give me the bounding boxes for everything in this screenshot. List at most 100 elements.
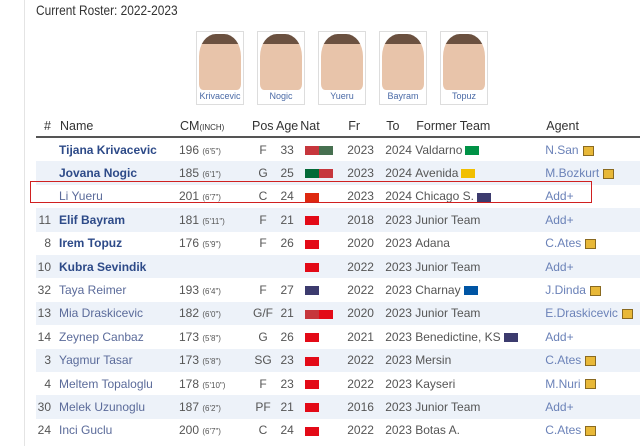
agent-link[interactable]: Add+: [545, 254, 640, 279]
player-name-link[interactable]: Zeynep Canbaz: [59, 329, 144, 344]
col-cm[interactable]: CM(INCH): [179, 116, 251, 138]
content-border: [24, 0, 25, 446]
edit-icon[interactable]: [585, 239, 597, 250]
player-name-link[interactable]: Melek Uzunoglu: [59, 395, 179, 419]
nationality: [299, 301, 348, 326]
col-agent[interactable]: Agent: [545, 116, 640, 138]
player-name-link[interactable]: Jovana Nogic: [59, 161, 179, 185]
player-number: 8: [44, 236, 51, 251]
from-year: 2023: [347, 161, 386, 185]
player-photo[interactable]: Yueru: [318, 31, 366, 105]
player-photo-caption[interactable]: Yueru: [330, 91, 354, 101]
col-name[interactable]: Name: [59, 116, 179, 138]
height-cell: 201 (6'7"): [179, 189, 221, 204]
former-team[interactable]: Charnay: [415, 278, 545, 301]
flag-icon: [305, 262, 320, 272]
player-number: [36, 161, 59, 185]
table-row: Li Yueru 201 (6'7") C 24 2023 2024 Chica…: [36, 185, 640, 208]
former-team[interactable]: Benedictine, KS: [415, 325, 545, 348]
player-name-link[interactable]: Kubra Sevindik: [59, 254, 179, 279]
edit-icon[interactable]: [585, 426, 597, 437]
edit-icon[interactable]: [585, 356, 597, 367]
former-team[interactable]: Junior Team: [415, 254, 546, 279]
player-name-link[interactable]: Irem Topuz: [59, 236, 123, 251]
player-photo[interactable]: Bayram: [379, 31, 427, 105]
agent-link[interactable]: C.Ates: [545, 348, 640, 372]
to-year: 2023: [385, 329, 412, 344]
player-photo[interactable]: Topuz: [440, 31, 488, 105]
agent-link[interactable]: N.San: [545, 137, 640, 161]
agent-link[interactable]: J.Dinda: [545, 278, 640, 301]
flag-icon: [305, 379, 320, 389]
agent-link[interactable]: Add+: [545, 208, 640, 232]
player-photo-caption[interactable]: Nogic: [269, 91, 293, 101]
former-team[interactable]: Botas A.: [415, 423, 460, 438]
agent-link[interactable]: C.Ates: [545, 419, 640, 442]
col-nat[interactable]: Nat: [299, 116, 348, 138]
col-from[interactable]: Fr: [347, 116, 386, 138]
table-row: 10 Kubra Sevindik 2022 2023 Junior Team …: [36, 254, 640, 279]
player-photo-caption[interactable]: Bayram: [387, 91, 419, 101]
height-cell: 196 (6'5"): [179, 142, 221, 157]
col-pos[interactable]: Pos: [251, 116, 275, 138]
former-team[interactable]: Junior Team: [415, 395, 546, 419]
flag-icon: [305, 216, 320, 226]
height-cell: 181 (5'11"): [179, 208, 251, 232]
nationality: [299, 161, 348, 185]
flag-icon: [503, 333, 518, 343]
player-name-link[interactable]: Elif Bayram: [59, 208, 179, 232]
nationality: [299, 232, 347, 255]
former-team[interactable]: Adana: [415, 236, 450, 251]
col-to[interactable]: To: [385, 116, 416, 138]
player-name-link[interactable]: Mia Draskicevic: [59, 301, 179, 326]
edit-icon[interactable]: [603, 168, 615, 179]
player-name-link[interactable]: Meltem Topaloglu: [59, 376, 153, 391]
agent-link[interactable]: C.Ates: [545, 232, 640, 255]
height-cell: 173 (5'8"): [179, 329, 221, 344]
edit-icon[interactable]: [584, 379, 596, 390]
player-photo-caption[interactable]: Topuz: [451, 91, 477, 101]
col-number[interactable]: #: [36, 116, 59, 138]
from-year: 2022: [347, 376, 374, 391]
agent-link[interactable]: Add+: [545, 395, 640, 419]
former-team[interactable]: Junior Team: [415, 208, 546, 232]
former-team[interactable]: Chicago S.: [415, 185, 545, 208]
nationality: [299, 395, 348, 419]
age: 25: [275, 161, 300, 185]
agent-link[interactable]: M.Bozkurt: [545, 161, 640, 185]
position: G: [251, 161, 275, 185]
position: F: [251, 208, 275, 232]
edit-icon[interactable]: [582, 145, 594, 156]
age: 23: [275, 348, 300, 372]
former-team[interactable]: Avenida: [415, 161, 546, 185]
col-age[interactable]: Age: [275, 116, 300, 138]
edit-icon[interactable]: [589, 285, 601, 296]
edit-icon[interactable]: [621, 309, 633, 320]
agent-link[interactable]: M.Nuri: [545, 372, 640, 395]
height-cell: 178 (5'10"): [179, 376, 226, 391]
former-team[interactable]: Junior Team: [415, 301, 546, 326]
player-photo[interactable]: Krivacevic: [196, 31, 244, 105]
player-name-link[interactable]: Tijana Krivacevic: [59, 142, 157, 157]
former-team[interactable]: Mersin: [415, 348, 546, 372]
player-name-link[interactable]: Yagmur Tasar: [59, 348, 179, 372]
player-photo-caption[interactable]: Krivacevic: [199, 91, 241, 101]
col-former-team[interactable]: Former Team: [415, 116, 546, 138]
to-year: 2023: [385, 254, 416, 279]
player-name-link[interactable]: Taya Reimer: [59, 283, 127, 298]
player-number: 4: [44, 376, 51, 391]
agent-link[interactable]: Add+: [545, 189, 574, 204]
from-year: 2020: [347, 236, 374, 251]
player-number: 3: [36, 348, 59, 372]
former-team[interactable]: Valdarno: [415, 137, 545, 161]
player-name-link[interactable]: Li Yueru: [59, 189, 103, 204]
agent-link[interactable]: Add+: [545, 329, 574, 344]
table-row: 8 Irem Topuz 176 (5'9") F 26 2020 2023 A…: [36, 232, 640, 255]
agent-link[interactable]: E.Draskicevic: [545, 301, 640, 326]
former-team[interactable]: Kayseri: [415, 376, 456, 391]
player-name-link[interactable]: Inci Guclu: [59, 423, 113, 438]
from-year: 2016: [347, 395, 386, 419]
flag-icon: [305, 286, 320, 296]
player-photo[interactable]: Nogic: [257, 31, 305, 105]
age: 24: [280, 423, 294, 438]
